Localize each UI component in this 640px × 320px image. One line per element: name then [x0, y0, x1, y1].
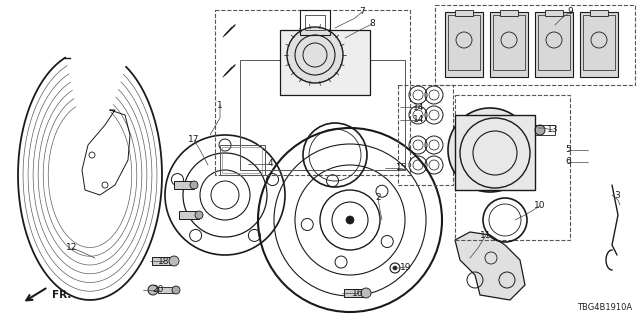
Circle shape: [287, 27, 343, 83]
Circle shape: [346, 216, 354, 224]
Text: FR.: FR.: [52, 290, 72, 300]
Bar: [179, 211, 199, 219]
Text: 1: 1: [217, 100, 223, 109]
Bar: [500, 10, 518, 16]
Text: 10: 10: [534, 202, 546, 211]
Bar: [583, 15, 615, 70]
Text: 3: 3: [614, 190, 620, 199]
Text: 20: 20: [152, 285, 164, 294]
Polygon shape: [455, 232, 525, 300]
Bar: [158, 287, 176, 293]
Text: 7: 7: [359, 7, 365, 17]
Bar: [398, 85, 453, 185]
Circle shape: [393, 266, 397, 270]
Circle shape: [361, 288, 371, 298]
Bar: [580, 12, 618, 77]
Circle shape: [148, 285, 158, 295]
Bar: [305, 15, 325, 30]
Bar: [222, 147, 262, 173]
Bar: [220, 145, 265, 175]
Bar: [448, 15, 480, 70]
Bar: [535, 12, 573, 77]
Text: 13: 13: [547, 125, 559, 134]
Bar: [490, 12, 528, 77]
Text: 16: 16: [352, 289, 364, 298]
Bar: [174, 181, 194, 189]
Circle shape: [448, 108, 532, 192]
Text: 14: 14: [413, 102, 425, 111]
Bar: [240, 60, 405, 170]
Bar: [590, 10, 608, 16]
Text: 2: 2: [375, 194, 381, 203]
Text: 5: 5: [565, 146, 571, 155]
Bar: [344, 289, 366, 297]
Bar: [152, 257, 174, 265]
Bar: [445, 12, 483, 77]
Text: 18: 18: [158, 257, 170, 266]
Bar: [300, 10, 330, 35]
Text: 17: 17: [188, 135, 200, 145]
Bar: [455, 95, 570, 240]
Text: 6: 6: [565, 157, 571, 166]
Bar: [538, 15, 570, 70]
Text: 14: 14: [413, 116, 425, 124]
Circle shape: [190, 181, 198, 189]
Bar: [215, 10, 410, 175]
Text: 12: 12: [67, 244, 77, 252]
Circle shape: [172, 286, 180, 294]
Circle shape: [195, 211, 203, 219]
Text: 11: 11: [480, 230, 492, 239]
Bar: [493, 15, 525, 70]
Bar: [535, 125, 555, 135]
Bar: [455, 115, 535, 190]
Text: 15: 15: [396, 164, 408, 172]
Bar: [455, 10, 473, 16]
Text: TBG4B1910A: TBG4B1910A: [577, 303, 632, 312]
Bar: [545, 10, 563, 16]
Text: 4: 4: [267, 159, 273, 169]
Circle shape: [169, 256, 179, 266]
Bar: [280, 30, 370, 95]
Circle shape: [535, 125, 545, 135]
Text: 9: 9: [567, 7, 573, 17]
Text: 8: 8: [369, 20, 375, 28]
Text: 19: 19: [400, 262, 412, 271]
